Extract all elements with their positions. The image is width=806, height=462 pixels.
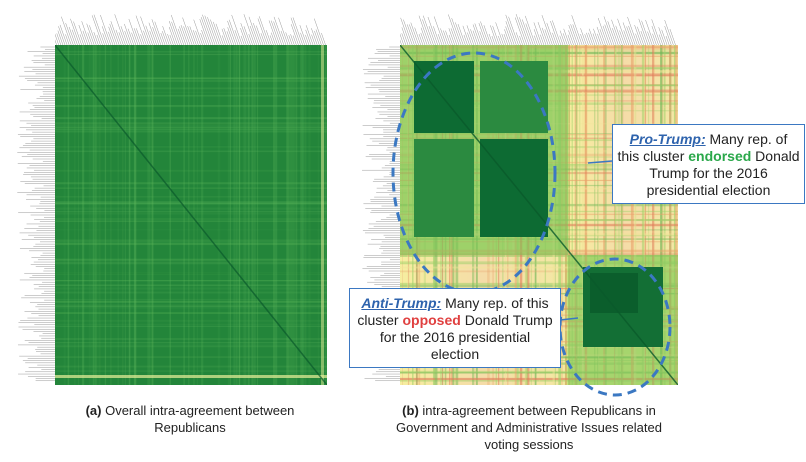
panel-a-caption-prefix: (a) bbox=[85, 403, 102, 418]
pro-trump-tag: Pro-Trump: bbox=[629, 131, 706, 147]
pro-trump-cluster-ellipse bbox=[391, 51, 557, 295]
pro-trump-keyword: endorsed bbox=[688, 148, 752, 164]
pro-trump-callout-arrow bbox=[587, 160, 613, 164]
anti-trump-callout-arrow bbox=[559, 317, 579, 321]
anti-trump-cluster-ellipse bbox=[558, 257, 672, 397]
panel-a-row-labels bbox=[17, 46, 55, 382]
panel-b-column-labels bbox=[400, 14, 677, 46]
panel-a-caption-text: Overall intra-agreement between Republic… bbox=[105, 403, 295, 435]
panel-b-caption: (b) intra-agreement between Republicans … bbox=[384, 402, 674, 453]
panel-a-heatmap bbox=[55, 45, 327, 385]
anti-trump-text-before: Many rep. of this cluster bbox=[357, 295, 549, 328]
panel-a-column-labels bbox=[55, 14, 327, 46]
anti-trump-callout: Anti-Trump: Many rep. of this cluster op… bbox=[349, 288, 561, 368]
anti-trump-tag: Anti-Trump: bbox=[361, 295, 442, 311]
panel-a-caption: (a) Overall intra-agreement between Repu… bbox=[85, 402, 295, 436]
pro-trump-text-before: Many rep. of this cluster bbox=[617, 131, 788, 164]
pro-trump-callout: Pro-Trump: Many rep. of this cluster end… bbox=[612, 124, 805, 204]
pro-trump-text-after: Donald Trump for the 2016 presidential e… bbox=[646, 148, 800, 198]
anti-trump-text-after: Donald Trump for the 2016 presidential e… bbox=[379, 312, 553, 362]
panel-b-caption-text: intra-agreement between Republicans in G… bbox=[396, 403, 662, 452]
anti-trump-keyword: opposed bbox=[402, 312, 461, 328]
panel-b-caption-prefix: (b) bbox=[402, 403, 419, 418]
